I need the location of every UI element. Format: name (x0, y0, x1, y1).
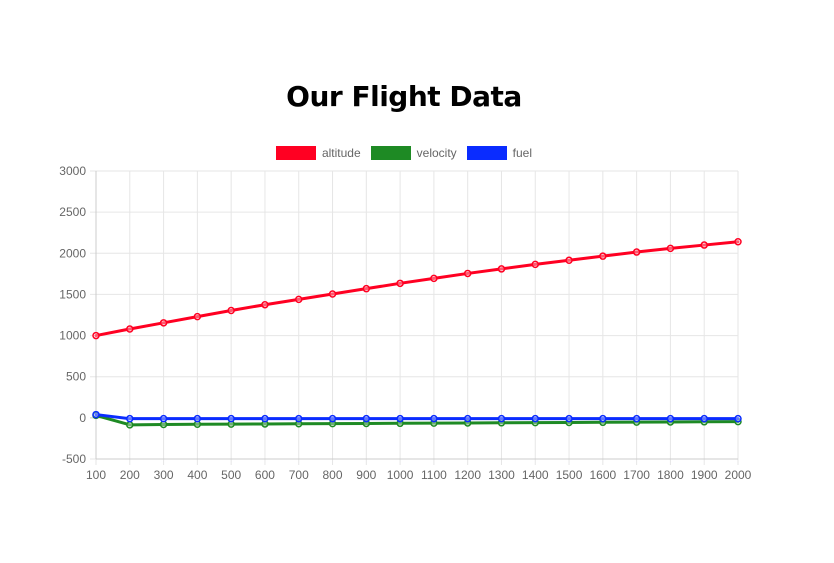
data-point-altitude (531, 260, 540, 269)
data-point-altitude (599, 252, 607, 260)
x-tick-label: 1500 (556, 468, 583, 482)
data-point-altitude (193, 312, 202, 321)
data-point-velocity (294, 420, 303, 428)
x-tick-label: 1300 (488, 468, 515, 482)
data-point-fuel (126, 414, 134, 423)
legend-label-velocity: velocity (416, 146, 457, 160)
y-tick-label: 500 (66, 370, 86, 384)
data-point-velocity (126, 421, 134, 429)
data-point-altitude (294, 295, 303, 304)
data-point-altitude (632, 248, 641, 256)
x-tick-label: 1900 (691, 468, 718, 482)
x-tick-label: 200 (120, 468, 140, 482)
x-tick-label: 1100 (421, 468, 447, 482)
x-tick-label: 600 (255, 468, 275, 482)
y-tick-label: 3000 (59, 164, 86, 178)
x-tick-label: 800 (323, 468, 343, 482)
x-tick-label: 2000 (725, 468, 752, 482)
legend-swatch-velocity (370, 146, 411, 160)
chart-title: Our Flight Data (286, 80, 522, 113)
data-point-altitude (565, 256, 573, 265)
y-tick-label: 1500 (59, 287, 86, 301)
data-point-fuel (396, 414, 404, 423)
y-tick-label: 2500 (59, 205, 86, 219)
x-tick-label: 1800 (657, 468, 684, 482)
x-tick-label: 700 (289, 468, 309, 482)
data-point-altitude (734, 238, 742, 246)
series-line-fuel (94, 413, 740, 421)
x-tick-label: 900 (356, 468, 376, 482)
x-tick-label: 1000 (387, 468, 414, 482)
data-point-fuel (261, 414, 269, 423)
data-point-fuel (159, 414, 168, 423)
data-point-altitude (159, 319, 168, 327)
data-point-velocity (328, 419, 337, 428)
data-point-altitude (430, 274, 438, 283)
data-point-fuel (700, 414, 708, 423)
chart-legend: altitude velocity fuel (0, 146, 808, 160)
data-point-altitude (227, 306, 235, 315)
data-point-altitude (126, 325, 134, 333)
x-tick-label: 500 (221, 468, 241, 482)
legend-item-altitude[interactable]: altitude (275, 146, 361, 160)
data-point-fuel (227, 414, 235, 423)
y-tick-label: 1000 (59, 329, 86, 343)
data-point-fuel (497, 414, 506, 423)
data-point-altitude (92, 331, 100, 340)
legend-item-velocity[interactable]: velocity (370, 146, 457, 160)
data-point-fuel (734, 414, 742, 423)
data-point-fuel (193, 414, 202, 423)
data-point-fuel (362, 414, 371, 423)
data-point-altitude (396, 279, 404, 288)
y-tick-label: 2000 (59, 246, 86, 260)
data-point-fuel (565, 414, 573, 423)
legend-swatch-altitude (275, 146, 316, 160)
data-point-fuel (294, 414, 303, 423)
x-tick-label: 100 (86, 468, 106, 482)
x-tick-label: 300 (154, 468, 174, 482)
legend-label-fuel: fuel (512, 146, 533, 160)
data-point-altitude (328, 290, 337, 298)
x-tick-label: 1600 (589, 468, 616, 482)
data-point-fuel (463, 414, 472, 423)
y-tick-label: -500 (62, 452, 86, 466)
data-point-altitude (261, 300, 269, 309)
data-point-altitude (700, 241, 708, 249)
data-point-fuel (430, 414, 438, 423)
data-point-fuel (599, 414, 607, 423)
series-line-altitude (94, 240, 740, 338)
legend-swatch-fuel (466, 146, 507, 160)
x-tick-label: 1700 (623, 468, 650, 482)
x-tick-label: 1200 (454, 468, 481, 482)
data-point-fuel (531, 414, 540, 423)
x-tick-label: 1400 (522, 468, 549, 482)
legend-item-fuel[interactable]: fuel (466, 146, 533, 160)
data-point-altitude (362, 284, 371, 293)
data-point-altitude (666, 244, 675, 253)
data-point-altitude (463, 269, 472, 278)
data-point-fuel (92, 410, 100, 419)
series-line-velocity (94, 413, 740, 427)
legend-label-altitude: altitude (321, 146, 361, 160)
data-point-altitude (497, 265, 506, 273)
data-point-fuel (666, 414, 675, 423)
y-tick-label: 0 (79, 411, 86, 425)
data-point-fuel (328, 414, 337, 423)
data-point-fuel (632, 414, 641, 423)
x-tick-label: 400 (187, 468, 207, 482)
